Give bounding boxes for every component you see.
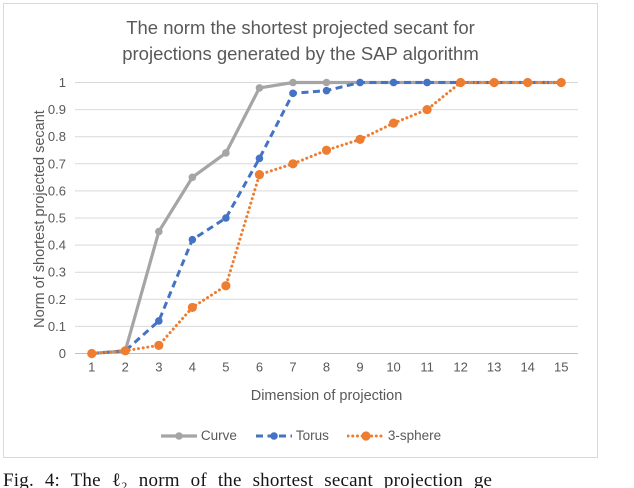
data-point-torus	[389, 78, 398, 87]
y-tick-label: 0	[59, 346, 66, 361]
x-tick-label: 10	[386, 360, 400, 375]
legend-swatch-3-sphere	[346, 430, 385, 441]
y-tick-label: 0.4	[48, 238, 66, 253]
data-point-3-sphere	[120, 346, 130, 356]
data-point-torus	[222, 214, 230, 222]
legend-swatch-torus	[255, 431, 292, 440]
data-point-curve	[322, 78, 331, 87]
y-tick-label: 0.8	[48, 129, 66, 144]
data-point-3-sphere	[221, 281, 231, 291]
x-tick-label: 14	[520, 360, 534, 375]
y-tick-label: 0.7	[48, 156, 66, 171]
data-point-torus	[289, 89, 297, 98]
data-point-torus	[423, 78, 431, 87]
data-point-3-sphere	[154, 340, 164, 350]
legend: Curve Torus 3-sphere	[4, 428, 597, 443]
x-tick-label: 5	[222, 360, 229, 375]
data-point-curve	[155, 227, 163, 236]
legend-label: 3-sphere	[387, 428, 442, 443]
x-tick-label: 9	[356, 360, 363, 375]
legend-label: Curve	[200, 428, 237, 443]
y-tick-label: 0.3	[48, 265, 66, 280]
series-line-3-sphere	[90, 81, 563, 355]
data-point-curve	[222, 149, 230, 157]
y-tick-label: 0.2	[48, 292, 66, 307]
data-point-3-sphere	[288, 159, 298, 169]
legend-swatch-curve	[160, 431, 197, 440]
data-point-3-sphere	[254, 170, 265, 180]
data-point-3-sphere	[388, 118, 399, 128]
data-point-torus	[255, 154, 264, 163]
chart-panel: The norm the shortest projected secant f…	[3, 3, 598, 458]
x-tick-label: 2	[122, 360, 129, 375]
data-point-3-sphere	[489, 77, 499, 88]
data-point-3-sphere	[456, 77, 466, 88]
x-tick-label: 15	[554, 360, 568, 375]
data-point-curve	[289, 78, 297, 87]
data-point-torus	[155, 317, 163, 325]
x-tick-label: 11	[420, 360, 434, 375]
x-tick-label: 8	[323, 360, 330, 375]
data-point-3-sphere	[422, 105, 432, 115]
chart-title: The norm the shortest projected secant f…	[122, 17, 479, 64]
figure-caption: Fig. 4: The ℓ₂ norm of the shortest seca…	[3, 470, 493, 488]
data-point-torus	[322, 86, 331, 95]
x-axis-title: Dimension of projection	[250, 388, 403, 404]
data-point-curve	[188, 173, 197, 182]
data-point-3-sphere	[87, 348, 97, 359]
x-tick-label: 13	[487, 360, 501, 375]
x-tick-label: 3	[155, 360, 162, 375]
y-tick-label: 0.6	[48, 183, 66, 198]
x-tick-label: 12	[453, 360, 467, 375]
y-tick-label: 0.9	[48, 102, 66, 117]
y-tick-label: 0.1	[48, 319, 66, 334]
data-point-torus	[188, 235, 197, 244]
data-point-torus	[356, 78, 364, 87]
legend-item-curve: Curve	[160, 428, 237, 443]
x-tick-label: 1	[88, 360, 95, 375]
data-point-3-sphere	[187, 302, 197, 313]
data-point-3-sphere	[556, 77, 566, 88]
y-tick-label: 0.5	[48, 211, 66, 226]
x-tick-label: 7	[289, 360, 296, 375]
x-tick-label: 6	[256, 360, 263, 375]
x-tick-label: 4	[189, 360, 196, 375]
data-point-3-sphere	[355, 134, 365, 145]
legend-label: Torus	[295, 428, 329, 443]
plot-area: 00.10.20.30.40.50.60.70.80.911 2 3 4 5 6 7 8 9 10…	[48, 75, 578, 375]
legend-item-3-sphere: 3-sphere	[346, 428, 442, 443]
data-point-curve	[255, 84, 264, 92]
y-tick-label: 1	[59, 75, 66, 90]
data-point-3-sphere	[321, 145, 332, 155]
data-point-3-sphere	[523, 77, 533, 88]
legend-item-torus: Torus	[255, 428, 329, 443]
